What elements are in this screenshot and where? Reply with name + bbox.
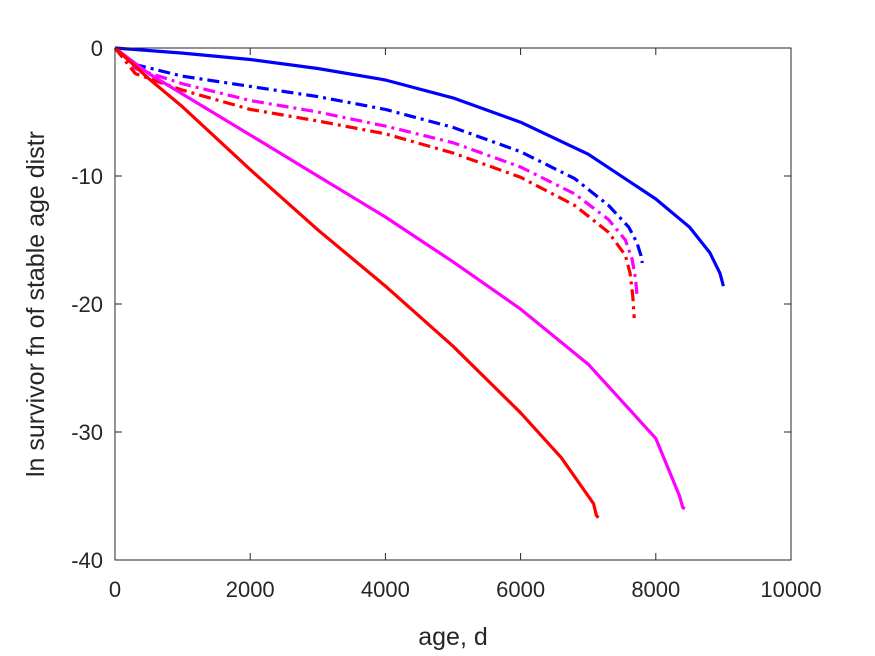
x-tick-label: 8000 [631,577,680,602]
y-tick-label: -10 [71,164,103,189]
y-tick-label: -30 [71,420,103,445]
series-lines [113,46,725,519]
x-tick-label: 4000 [361,577,410,602]
x-tick-label: 6000 [496,577,545,602]
series-line-5 [113,46,600,519]
series-line-3 [113,47,636,319]
x-axis-label: age, d [418,623,488,651]
x-tick-label: 0 [109,577,121,602]
y-tick-label: 0 [91,36,103,61]
y-tick-label: -40 [71,548,103,573]
y-ticks: 0 -10 -20 -30 -40 [71,36,791,573]
x-ticks: 0 2000 4000 6000 8000 10000 [109,48,822,602]
x-tick-label: 2000 [226,577,275,602]
series-line-1 [113,46,644,264]
series-line-4 [114,46,686,511]
y-tick-label: -20 [71,292,103,317]
series-line-0 [114,46,725,287]
y-axis-label: ln survivor fn of stable age distr [22,131,50,477]
x-tick-label: 10000 [760,577,821,602]
plot-area [115,48,791,560]
